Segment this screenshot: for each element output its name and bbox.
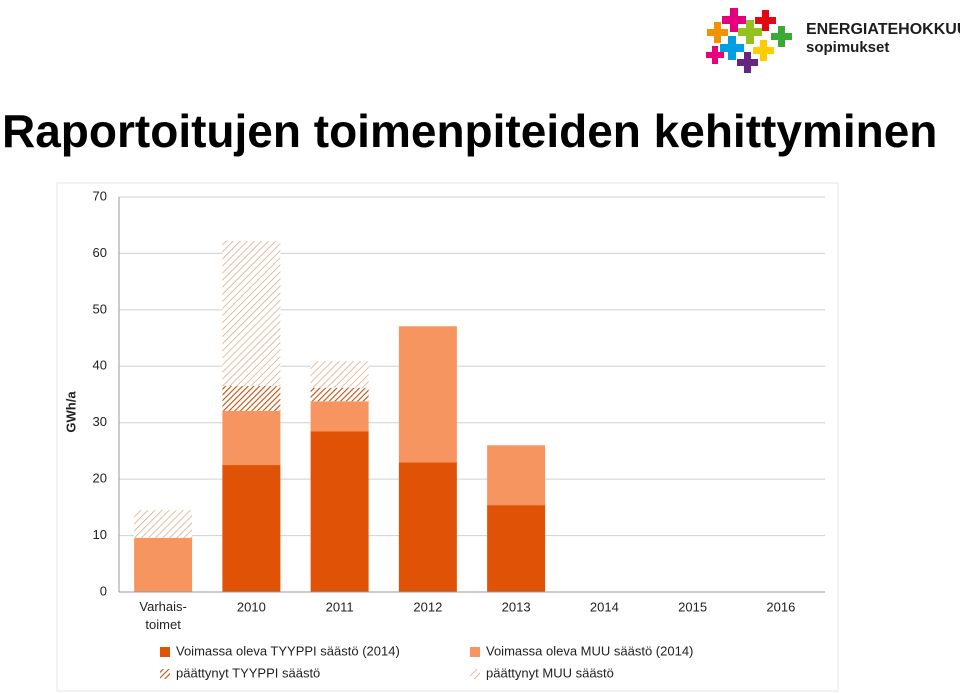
y-axis-label: GWh/a (63, 391, 78, 433)
legend-swatch (470, 669, 480, 679)
y-tick-label: 60 (93, 245, 107, 260)
x-tick-label: 2014 (590, 599, 619, 614)
y-tick-label: 50 (93, 301, 107, 316)
bar-segment (310, 361, 369, 388)
x-tick-label: 2012 (413, 599, 442, 614)
bar-segment (134, 510, 193, 538)
y-tick-label: 20 (93, 471, 107, 486)
x-tick-label: Varhais-toimet (139, 599, 186, 632)
bar-segment (398, 326, 457, 463)
legend-label: päättynyt TYYPPI säästö (176, 665, 320, 680)
logo-text: ENERGIATEHOKKUUS- (806, 21, 960, 38)
legend-label: päättynyt MUU säästö (486, 665, 614, 680)
bar-segment (398, 462, 457, 592)
bar-segment (310, 387, 369, 402)
legend-swatch (470, 647, 480, 657)
bar-segment (222, 386, 281, 411)
y-tick-label: 0 (100, 583, 107, 598)
legend-label: Voimassa oleva MUU säästö (2014) (486, 643, 693, 658)
bar-segment (310, 431, 369, 592)
bar-segment (134, 537, 193, 592)
bar-segment (487, 505, 546, 592)
x-tick-label: 2013 (502, 599, 531, 614)
legend-swatch (160, 647, 170, 657)
logo-text: sopimukset (806, 39, 889, 56)
chart-area (56, 182, 839, 692)
bar-segment (222, 465, 281, 592)
x-tick-label: 2011 (326, 599, 354, 614)
bar-segment (310, 401, 369, 432)
y-tick-label: 70 (93, 188, 107, 203)
logo-crosses (706, 8, 792, 73)
logo: ENERGIATEHOKKUUS- sopimukset (706, 8, 960, 73)
bar-segment (222, 410, 281, 466)
legend-label: Voimassa oleva TYYPPI säästö (2014) (176, 643, 400, 658)
bar-segment (222, 241, 281, 387)
x-tick-label: 2016 (766, 599, 795, 614)
title: Raportoitujen toimenpiteiden kehittymine… (2, 105, 938, 157)
y-tick-label: 40 (93, 358, 107, 373)
y-tick-label: 10 (93, 527, 107, 542)
x-tick-label: 2010 (237, 599, 266, 614)
y-tick-label: 30 (93, 414, 107, 429)
x-tick-label: 2015 (678, 599, 707, 614)
legend-swatch (160, 669, 170, 679)
bar-segment (487, 445, 546, 506)
